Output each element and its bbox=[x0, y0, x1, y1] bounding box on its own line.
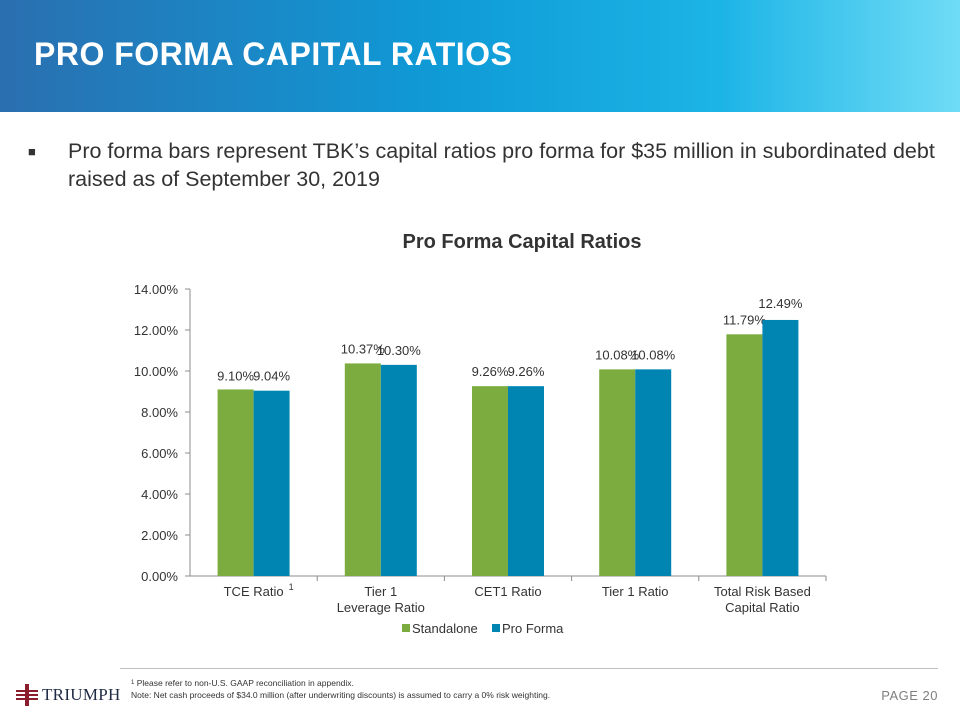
y-tick-label: 6.00% bbox=[141, 446, 178, 461]
x-tick-label: Total Risk Based bbox=[714, 584, 811, 599]
title-banner: PRO FORMA CAPITAL RATIOS bbox=[0, 0, 960, 112]
data-label: 9.26% bbox=[472, 364, 509, 379]
x-tick-superscript: 1 bbox=[289, 582, 294, 592]
footnotes: 1 Please refer to non-U.S. GAAP reconcil… bbox=[131, 677, 550, 701]
page-title: PRO FORMA CAPITAL RATIOS bbox=[34, 36, 513, 72]
bar-pro-forma bbox=[253, 390, 290, 576]
bullet-square-icon: ■ bbox=[28, 144, 36, 159]
bullet-text: Pro forma bars represent TBK’s capital r… bbox=[68, 139, 935, 191]
bar-standalone bbox=[217, 389, 254, 576]
data-label: 10.37% bbox=[341, 341, 386, 356]
bar-pro-forma bbox=[762, 319, 799, 576]
chart-title: Pro Forma Capital Ratios bbox=[403, 231, 642, 253]
bar-standalone bbox=[726, 334, 763, 576]
bar-standalone bbox=[472, 386, 508, 576]
data-label: 9.04% bbox=[253, 369, 290, 384]
y-tick-label: 8.00% bbox=[141, 405, 178, 420]
data-label: 11.79% bbox=[723, 312, 767, 327]
x-tick-label: CET1 Ratio bbox=[474, 584, 541, 599]
y-tick-label: 2.00% bbox=[141, 528, 178, 543]
data-label: 10.30% bbox=[377, 343, 422, 358]
x-tick-label: Tier 1 Ratio bbox=[602, 584, 669, 599]
legend-swatch-pro-forma bbox=[492, 624, 500, 632]
y-tick-label: 4.00% bbox=[141, 487, 178, 502]
y-tick-label: 10.00% bbox=[134, 364, 179, 379]
x-tick-label: Capital Ratio bbox=[725, 600, 799, 615]
legend-swatch-standalone bbox=[402, 624, 410, 632]
bar-standalone bbox=[344, 363, 381, 576]
data-label: 10.08% bbox=[595, 347, 640, 362]
triumph-logo: TRIUMPH bbox=[16, 684, 121, 706]
footnote-1: 1 Please refer to non-U.S. GAAP reconcil… bbox=[131, 677, 550, 689]
y-tick-label: 14.00% bbox=[134, 282, 179, 297]
data-label: 9.26% bbox=[508, 364, 545, 379]
logo-text: TRIUMPH bbox=[42, 685, 121, 704]
footnote-1-marker: 1 bbox=[131, 680, 135, 686]
y-tick-label: 12.00% bbox=[134, 323, 179, 338]
bar-chart: Pro Forma Capital Ratios 0.00% 2.00% 4.00% 6… bbox=[134, 231, 827, 636]
x-tick-label: Leverage Ratio bbox=[337, 600, 425, 615]
bar-pro-forma bbox=[380, 364, 417, 576]
legend-label-pro-forma: Pro Forma bbox=[502, 621, 564, 636]
data-label: 10.08% bbox=[631, 347, 676, 362]
bar-pro-forma bbox=[508, 386, 544, 576]
x-tick-label: TCE Ratio bbox=[224, 584, 284, 599]
footer-divider bbox=[120, 668, 938, 669]
bar-standalone bbox=[599, 369, 636, 576]
legend-label-standalone: Standalone bbox=[412, 621, 478, 636]
cross-logo-icon bbox=[16, 684, 38, 706]
footnote-note: Note: Net cash proceeds of $34.0 million… bbox=[131, 690, 551, 700]
data-label: 12.49% bbox=[758, 296, 803, 311]
x-tick-label: Tier 1 bbox=[364, 584, 397, 599]
y-tick-label: 0.00% bbox=[141, 569, 178, 584]
data-label: 9.10% bbox=[217, 368, 254, 383]
bullet-point: ■ Pro forma bars represent TBK’s capital… bbox=[28, 137, 938, 193]
page-number: PAGE 20 bbox=[881, 688, 938, 703]
footnote-1-text: Please refer to non-U.S. GAAP reconcilia… bbox=[136, 678, 354, 688]
bar-pro-forma bbox=[635, 369, 672, 576]
